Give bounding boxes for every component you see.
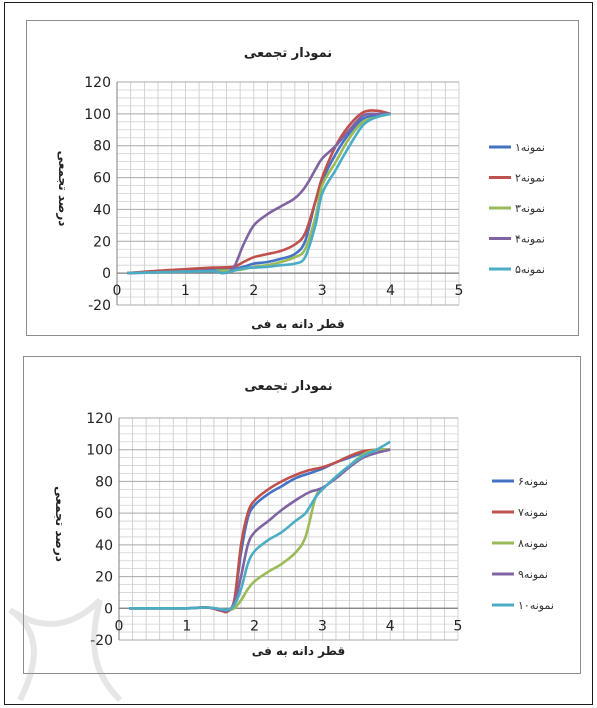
legend-entry: نمونه۵ bbox=[515, 263, 545, 276]
y-tick-label: 120 bbox=[84, 75, 111, 91]
x-axis-label: قطر دانه به فی bbox=[251, 317, 344, 331]
y-tick-label: 40 bbox=[95, 538, 113, 554]
x-tick-label: 0 bbox=[113, 283, 122, 299]
y-axis-label: درصد تجمعی bbox=[53, 486, 67, 562]
y-tick-label: 60 bbox=[95, 506, 113, 522]
y-tick-label: -20 bbox=[90, 633, 113, 649]
x-tick-label: 2 bbox=[249, 283, 258, 299]
series-line-2 bbox=[129, 448, 391, 614]
grid bbox=[118, 417, 459, 641]
series-line-2 bbox=[127, 109, 391, 275]
chart-title: نمودار تجمعی bbox=[244, 379, 332, 394]
x-tick-label: 4 bbox=[386, 618, 395, 634]
y-axis-label: درصد تجمعی bbox=[56, 151, 70, 227]
legend-entry: نمونه۹ bbox=[518, 568, 548, 581]
y-tick-label: -20 bbox=[88, 298, 111, 314]
y-tick-label: 40 bbox=[93, 202, 111, 218]
watermark-logo bbox=[8, 597, 123, 703]
x-tick-label: 3 bbox=[318, 283, 327, 299]
legend-entry: نمونه۳ bbox=[515, 202, 545, 215]
x-tick-label: 4 bbox=[386, 283, 395, 299]
legend-entry: نمونه۴ bbox=[515, 233, 545, 246]
x-tick-label: 1 bbox=[181, 283, 190, 299]
series-line-4 bbox=[129, 448, 391, 613]
y-tick-label: 120 bbox=[86, 411, 113, 427]
chart-panel-2: نمودار تجمعی -20 0 20 40 60 80 100 120 0 1 2 3 4 5 قطر … bbox=[23, 356, 581, 674]
y-tick-label: 80 bbox=[93, 139, 111, 155]
y-tick-label: 60 bbox=[93, 171, 111, 187]
y-tick-label: 100 bbox=[84, 107, 111, 123]
series-line-5 bbox=[127, 112, 391, 275]
x-tick-label: 5 bbox=[454, 618, 463, 634]
legend-entry: نمونه۲ bbox=[515, 172, 545, 185]
y-tick-label: 20 bbox=[93, 234, 111, 250]
legend-entry: نمونه۷ bbox=[518, 506, 548, 519]
x-tick-label: 1 bbox=[182, 618, 191, 634]
x-tick-label: 2 bbox=[250, 618, 259, 634]
y-tick-label: 0 bbox=[104, 601, 113, 617]
page-frame bbox=[4, 2, 593, 705]
y-tick-label: 100 bbox=[86, 443, 113, 459]
y-tick-label: 20 bbox=[95, 570, 113, 586]
legend-entry: نمونه۶ bbox=[518, 475, 548, 488]
x-tick-label: 3 bbox=[318, 618, 327, 634]
x-tick-label: 0 bbox=[115, 618, 124, 634]
x-axis-label: قطر دانه به فی bbox=[252, 644, 345, 658]
x-tick-label: 5 bbox=[455, 283, 464, 299]
legend-entry: نمونه۱ bbox=[515, 141, 545, 154]
chart-title: نمودار تجمعی bbox=[244, 46, 332, 61]
y-tick-label: 80 bbox=[95, 474, 113, 490]
chart-panel-1: نمودار تجمعی -20 0 20 40 60 80 100 120 0 1 2 3 4 5 قطر … bbox=[26, 20, 579, 336]
series-line-5 bbox=[129, 440, 391, 612]
legend-entry: نمونه۸ bbox=[518, 537, 548, 550]
y-tick-label: 0 bbox=[102, 266, 111, 282]
legend-entry: نمونه۱۰ bbox=[518, 599, 554, 612]
